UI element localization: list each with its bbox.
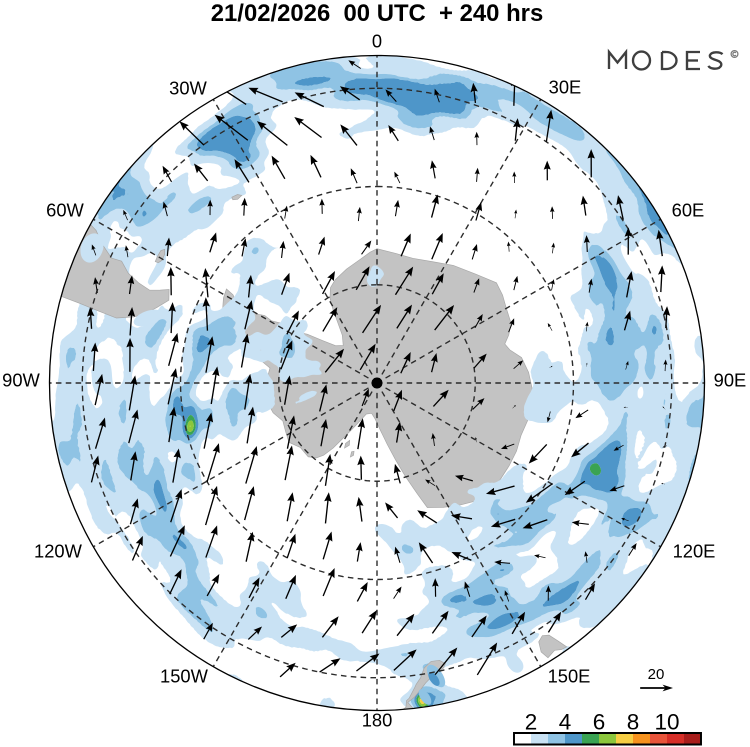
svg-text:120W: 120W [34, 541, 83, 562]
svg-text:30E: 30E [549, 77, 582, 98]
svg-text:8: 8 [627, 709, 640, 734]
svg-text:60E: 60E [672, 200, 705, 221]
svg-text:180: 180 [362, 710, 393, 731]
svg-text:10: 10 [654, 709, 679, 734]
svg-text:20: 20 [648, 666, 665, 683]
svg-text:0: 0 [372, 31, 382, 52]
svg-text:90E: 90E [714, 370, 747, 391]
svg-text:2: 2 [525, 709, 538, 734]
svg-text:6: 6 [593, 709, 606, 734]
svg-text:60W: 60W [46, 200, 84, 221]
svg-text:4: 4 [559, 709, 572, 734]
svg-text:90W: 90W [2, 370, 40, 391]
svg-text:150W: 150W [160, 666, 209, 687]
svg-text:21/02/2026 00 UTC + 240 hrs: 21/02/2026 00 UTC + 240 hrs [211, 0, 543, 27]
svg-text:120E: 120E [673, 541, 716, 562]
svg-text:30W: 30W [169, 78, 207, 99]
svg-text:150E: 150E [548, 666, 591, 687]
